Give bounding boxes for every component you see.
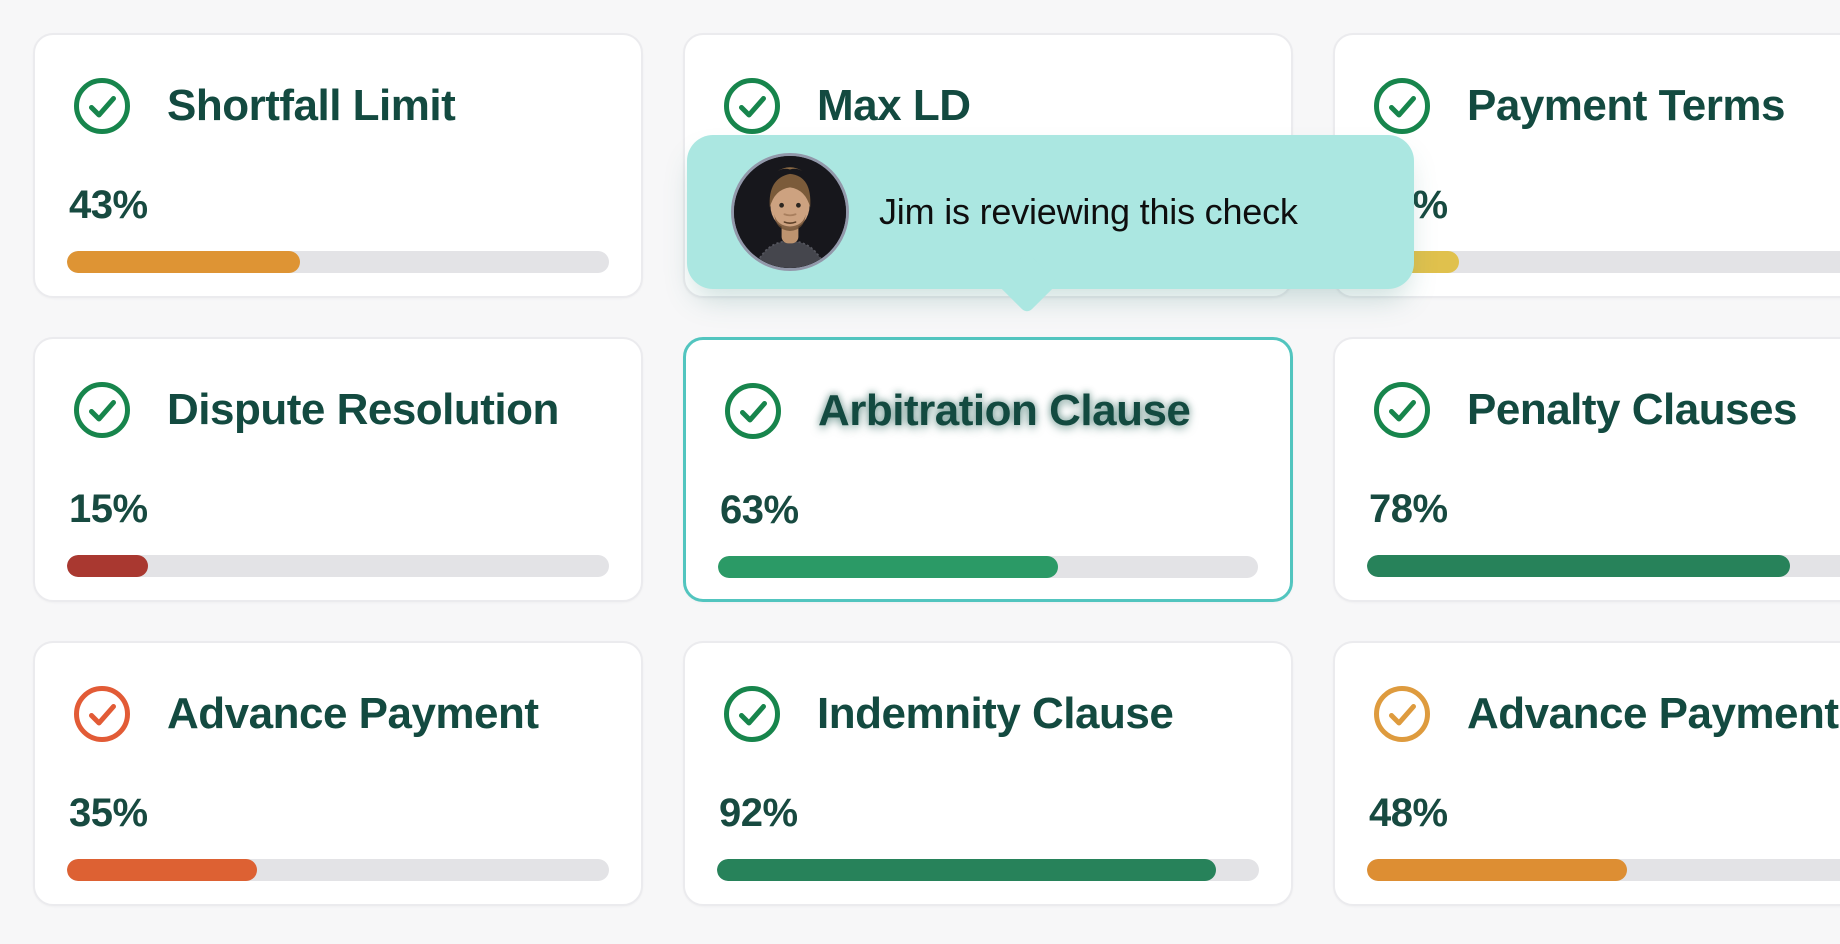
check-circle-icon	[73, 77, 131, 135]
check-title: Indemnity Clause	[817, 689, 1174, 738]
jim-avatar	[731, 153, 849, 271]
check-card[interactable]: Shortfall Limit 43%	[33, 33, 643, 298]
reviewer-tooltip-body: Jim is reviewing this check	[687, 135, 1414, 289]
check-title: Penalty Clauses	[1467, 385, 1798, 434]
check-circle-icon	[1373, 381, 1431, 439]
card-header: Advance Payment	[73, 685, 539, 743]
check-card[interactable]: Dispute Resolution 15%	[33, 337, 643, 602]
check-percent: 92%	[719, 791, 798, 835]
reviewer-status-text: Jim is reviewing this check	[879, 191, 1298, 232]
check-card[interactable]: Penalty Clauses 78%	[1333, 337, 1840, 602]
check-title: Dispute Resolution	[167, 385, 559, 434]
progress-bar	[67, 859, 609, 881]
progress-bar	[1367, 555, 1840, 577]
progress-fill	[1367, 859, 1628, 881]
card-header: Penalty Clauses	[1373, 381, 1798, 439]
check-card[interactable]: Advance Payment 48%	[1333, 641, 1840, 906]
progress-fill	[1367, 555, 1790, 577]
check-circle-icon	[73, 685, 131, 743]
check-title: Advance Payment	[167, 689, 539, 738]
check-percent: 35%	[69, 791, 148, 835]
check-card[interactable]: Indemnity Clause 92%	[683, 641, 1293, 906]
check-title: Max LD	[817, 81, 971, 130]
reviewer-tooltip: Jim is reviewing this check	[687, 135, 1414, 289]
card-header: Arbitration Clause	[724, 382, 1191, 440]
card-header: Indemnity Clause	[723, 685, 1174, 743]
progress-bar	[717, 859, 1259, 881]
check-circle-icon	[1373, 685, 1431, 743]
progress-fill	[67, 859, 257, 881]
card-header: Dispute Resolution	[73, 381, 559, 439]
check-title: Arbitration Clause	[818, 386, 1191, 435]
progress-bar	[67, 251, 609, 273]
progress-fill	[718, 556, 1059, 578]
progress-bar	[1367, 859, 1840, 881]
check-circle-icon	[73, 381, 131, 439]
check-percent: 15%	[69, 487, 148, 531]
progress-bar	[718, 556, 1258, 578]
check-circle-icon	[723, 685, 781, 743]
progress-bar	[1367, 251, 1840, 273]
check-title: Payment Terms	[1467, 81, 1785, 130]
progress-fill	[717, 859, 1216, 881]
check-title: Shortfall Limit	[167, 81, 456, 130]
card-header: Payment Terms	[1373, 77, 1785, 135]
check-card[interactable]: Advance Payment 35%	[33, 641, 643, 906]
check-circle-icon	[723, 77, 781, 135]
check-circle-icon	[1373, 77, 1431, 135]
check-percent: 78%	[1369, 487, 1448, 531]
progress-fill	[67, 555, 149, 577]
check-percent: 48%	[1369, 791, 1448, 835]
card-header: Max LD	[723, 77, 971, 135]
check-card-selected[interactable]: Arbitration Clause 63%	[683, 337, 1293, 602]
check-card[interactable]: Payment Terms 17%	[1333, 33, 1840, 298]
card-header: Advance Payment	[1373, 685, 1839, 743]
check-title: Advance Payment	[1467, 689, 1839, 738]
check-percent: 43%	[69, 183, 148, 227]
check-circle-icon	[724, 382, 782, 440]
card-header: Shortfall Limit	[73, 77, 456, 135]
progress-fill	[67, 251, 301, 273]
progress-bar	[67, 555, 609, 577]
check-percent: 63%	[720, 488, 799, 532]
